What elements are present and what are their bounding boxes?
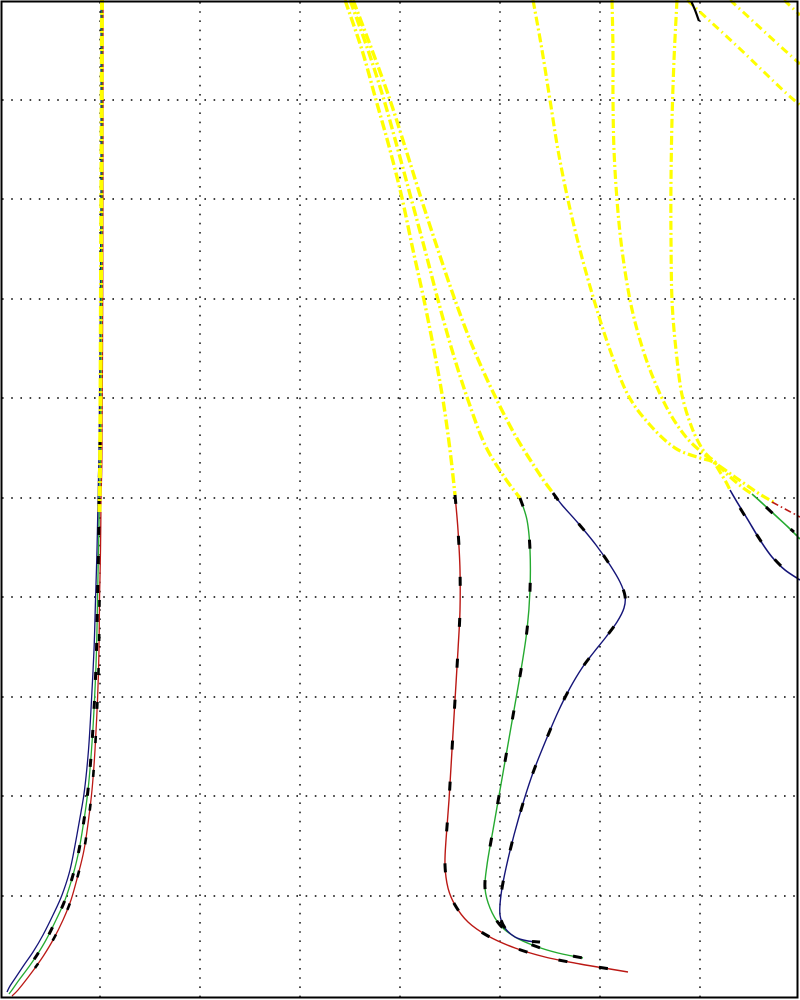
series-right-v3-yellow <box>669 0 732 491</box>
data-series <box>6 0 800 997</box>
series-mid-green-markers <box>483 497 584 960</box>
series-left-yellow-overlay <box>97 0 104 513</box>
series-left-black-markers <box>26 439 102 969</box>
series-mid-blue-upper-yellow <box>351 0 555 495</box>
series-right-v3-markers <box>738 507 788 573</box>
series-diag-yellow-1 <box>685 0 800 107</box>
series-left-black-markers-2 <box>33 599 101 969</box>
series-right-v2-markers <box>764 505 795 534</box>
series-right-v2-yellow <box>610 0 753 496</box>
series-black-tick-topright <box>690 0 701 22</box>
series-right-v1-red-tail <box>771 501 800 518</box>
series-mid-red-upper-yellow <box>343 0 457 496</box>
series-mid-green-upper-yellow <box>348 0 522 500</box>
series-mid-red-markers <box>443 494 629 974</box>
series-mid-blue-lower <box>499 492 627 943</box>
